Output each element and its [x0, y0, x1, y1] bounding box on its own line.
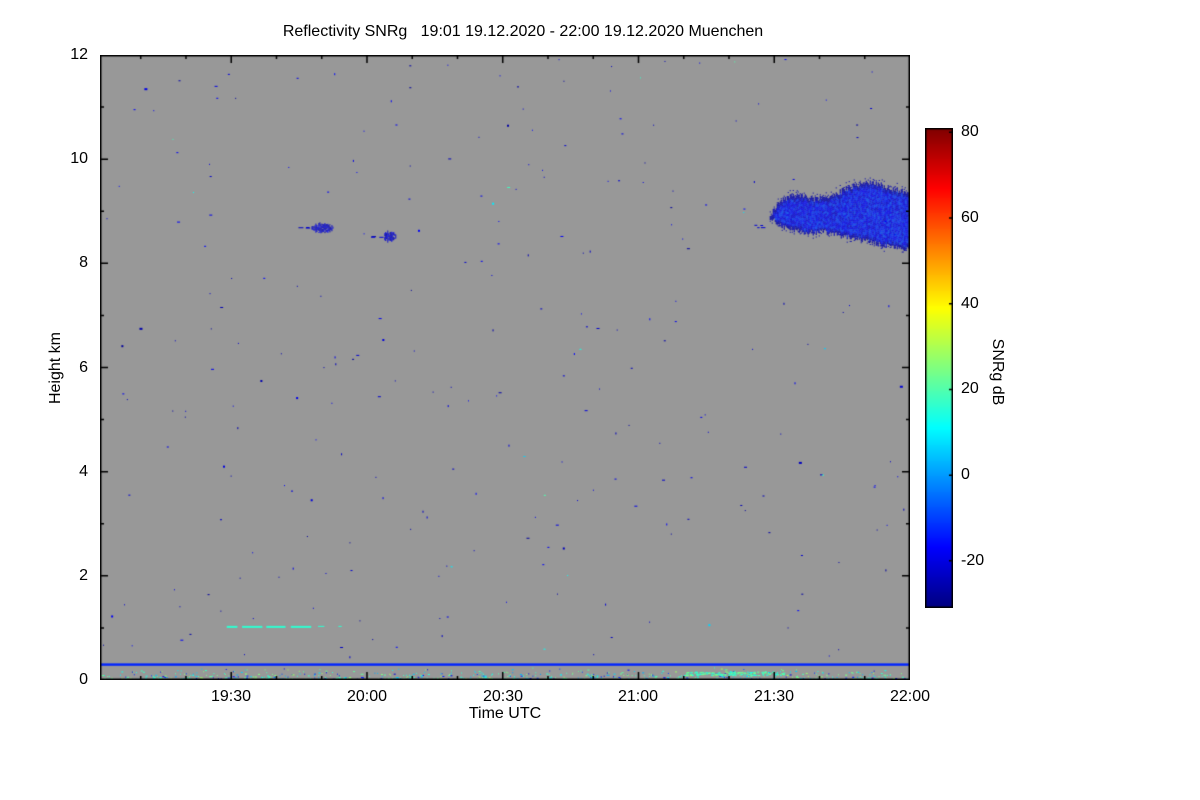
y-tick-label: 12: [70, 46, 88, 63]
x-tick-label: 20:00: [346, 688, 388, 705]
y-tick-label: 6: [79, 359, 88, 376]
x-tick-label: 21:30: [753, 688, 795, 705]
colorbar-tick-label: 40: [961, 295, 979, 312]
x-tick-label: 19:30: [210, 688, 252, 705]
colorbar-gradient: [925, 128, 953, 608]
y-tick-label: 0: [79, 671, 88, 688]
colorbar-tick-label: 0: [961, 466, 970, 483]
y-tick-label: 4: [79, 463, 88, 480]
y-tick-label: 8: [79, 254, 88, 271]
colorbar-tick-label: 80: [961, 123, 979, 140]
heatmap-plot-area: [100, 55, 910, 680]
colorbar-tick-label: -20: [961, 552, 985, 569]
colorbar-tick-label: 60: [961, 209, 979, 226]
x-tick-label: 20:30: [482, 688, 524, 705]
x-axis-label: Time UTC: [468, 705, 542, 722]
y-tick-label: 10: [70, 150, 88, 167]
chart-title: Reflectivity SNRg 19:01 19.12.2020 - 22:…: [282, 23, 764, 40]
colorbar-tick-label: 20: [961, 380, 979, 397]
x-tick-label: 21:00: [617, 688, 659, 705]
y-tick-label: 2: [79, 567, 88, 584]
colorbar-axis-label: SNRg dB: [989, 338, 1006, 406]
x-tick-label: 22:00: [889, 688, 931, 705]
